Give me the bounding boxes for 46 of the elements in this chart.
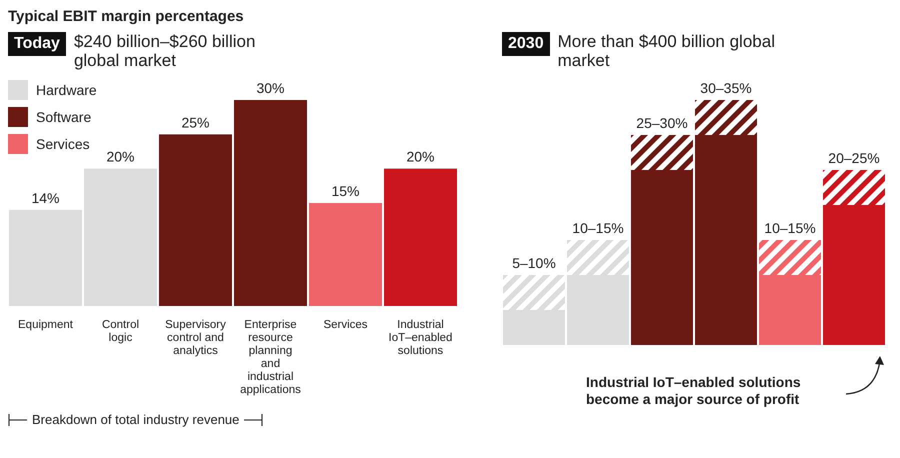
data-label: 10–15% [764,220,816,236]
data-label: 30% [256,80,285,96]
bar [503,275,565,310]
text: Breakdown of total industry revenue [32,412,240,427]
data-label: 20% [406,148,435,165]
x-tick-label: Industrial IoT–enabled solutions [388,319,452,357]
data-label: 25% [181,114,210,130]
text: 2030 [502,32,550,56]
bar [695,100,757,135]
bar [9,210,82,306]
bar [84,168,157,306]
bar [631,135,693,170]
x-tick-label: Supervisory control and analytics [165,319,226,357]
bar [823,205,885,345]
chart-title: Typical EBIT margin percentages [8,8,245,27]
data-label: 20% [106,148,135,165]
bar [695,135,757,345]
text: Industrial IoT–enabled solutions become a major source of profit [586,374,802,408]
x-tick-label: Equipment [18,319,74,331]
data-label: 10–15% [572,220,624,236]
x-tick-label: Enterprise resource planning and industrial applications [240,319,302,396]
bar [503,310,565,345]
data-label: 20–25% [828,150,880,166]
bar [823,170,885,205]
bar [384,168,457,306]
chart-subtitle: $240 billion–$260 billion global market [74,32,256,70]
bar [759,240,821,275]
x-tick-label: Control logic [102,319,140,344]
data-label: 30–35% [700,80,752,96]
bar [159,134,232,306]
bar [567,275,629,345]
data-label: 15% [331,183,360,199]
bar [234,100,307,306]
bar [759,275,821,345]
text: Today [8,32,66,56]
legend-label: Hardware [36,82,97,98]
data-label: 25–30% [636,115,688,131]
legend-label: Software [36,108,92,124]
bar [567,240,629,275]
bar [631,170,693,345]
data-label: 5–10% [512,255,556,271]
legend-label: Services [36,136,90,152]
data-label: 14% [31,190,60,206]
chart-subtitle: More than $400 billion global market [558,32,776,70]
bar [309,203,382,306]
x-tick-label: Services [323,319,368,331]
